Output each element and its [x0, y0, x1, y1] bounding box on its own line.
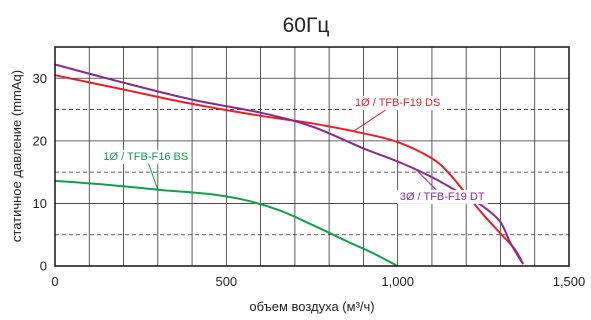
y-tick-label: 0	[40, 259, 47, 274]
y-tick-labels: 0 10 20 30	[33, 71, 47, 274]
y-tick-label: 10	[33, 196, 47, 211]
y-tick-label: 20	[33, 133, 47, 148]
series-layer	[54, 63, 524, 267]
series-line-3	[54, 179, 399, 267]
label-box	[396, 189, 488, 204]
series-line-2	[54, 63, 524, 265]
x-tick-label: 1,500	[553, 274, 586, 289]
label-box	[100, 149, 192, 164]
x-tick-label: 500	[215, 274, 237, 289]
x-axis-title: объем воздуха (м³/ч)	[249, 299, 374, 314]
label-text: 1Ø / TFB-F16 BS	[103, 151, 188, 163]
label-text: 3Ø / TFB-F19 DT	[400, 191, 485, 203]
series-label-1: 1Ø / TFB-F19 DS	[351, 96, 444, 132]
plot-frame	[54, 46, 570, 267]
grid	[55, 47, 569, 266]
x-tick-label: 1,000	[381, 274, 414, 289]
series-label-2: 3Ø / TFB-F19 DT	[396, 168, 488, 204]
y-tick-label: 30	[33, 71, 47, 86]
series-label-3: 1Ø / TFB-F16 BS	[100, 149, 192, 190]
label-text: 1Ø / TFB-F19 DS	[355, 97, 440, 109]
x-tick-label: 0	[51, 274, 58, 289]
chart-title: 60Гц	[283, 14, 330, 37]
series-line-1	[54, 74, 524, 264]
x-tick-labels: 0 500 1,000 1,500	[51, 274, 585, 289]
label-box	[351, 96, 444, 111]
series-labels: 1Ø / TFB-F19 DS 3Ø / TFB-F19 DT 1Ø / TFB-F…	[100, 96, 488, 204]
y-axis-title: статичное давление (mmAq)	[9, 70, 24, 242]
